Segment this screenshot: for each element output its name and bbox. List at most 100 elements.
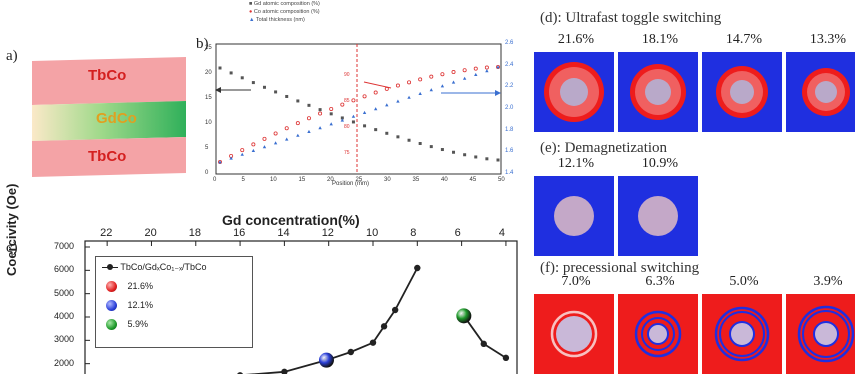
panel-c-x-tick-label: 22 [100, 227, 113, 239]
panel-c-data-point [480, 340, 487, 348]
gd-composition-point [452, 150, 456, 154]
panel-b-x-tick: 35 [412, 177, 420, 183]
panel-e-title: (e): Demagnetization [540, 140, 668, 156]
thickness-point [340, 118, 345, 122]
center-spot [815, 81, 837, 103]
panel-b-x-tick: 45 [469, 177, 477, 183]
panel-b-y-tick-left: 10 [205, 120, 212, 126]
thickness-point [451, 80, 456, 84]
gd-composition-point [262, 85, 266, 89]
panel-b-y-tick-mid: 80 [344, 124, 350, 130]
domain-image-tile [618, 176, 698, 256]
panel-c-legend-item: 5.9% [106, 319, 148, 331]
layer-stack [32, 57, 186, 177]
domain-image-tile [618, 294, 698, 374]
gd-composition-point [474, 155, 478, 159]
precession-ring [714, 306, 770, 362]
panel-c-x-tick-label: 4 [498, 227, 506, 239]
tile-concentration-label: 18.1% [641, 32, 679, 47]
co-composition-point [407, 80, 412, 85]
gd-composition-point [318, 108, 322, 112]
thickness-point [240, 152, 244, 156]
panel-c-legend-item: 12.1% [106, 300, 153, 312]
blue-ball-icon [106, 300, 117, 312]
panel-b-left-arrowhead [215, 87, 221, 93]
panel-c-x-tick-label: 10 [366, 227, 379, 239]
panel-c-data-point [502, 354, 510, 362]
panel-b-y-tick-left: 5 [205, 145, 209, 151]
panel-b-right-arrowhead [495, 90, 501, 96]
panel-c-x-tick-label: 16 [233, 227, 246, 239]
panel-a-letter: a) [6, 48, 18, 64]
panel-b-y-tick-mid: 75 [344, 150, 350, 156]
panel-b-y-tick-right: 2.4 [505, 61, 514, 68]
co-composition-point [240, 148, 245, 153]
panel-b-legend-item: ▲ Total thickness (nm) [249, 17, 305, 23]
panel-c-y-tick-label: 5000 [54, 287, 75, 298]
center-spot [560, 78, 588, 106]
panel-c-y-tick-label: 3000 [54, 334, 75, 345]
thickness-point [385, 103, 389, 107]
red-ball-icon [106, 281, 117, 293]
thickness-point [229, 156, 233, 160]
demagnetized-spot [638, 196, 678, 236]
panel-c-highlight-ball [318, 352, 334, 368]
panel-b-y-tick-right: 2.6 [505, 40, 514, 46]
thickness-point [485, 69, 489, 73]
panel-b-x-tick: 50 [498, 177, 505, 183]
domain-image-tile [786, 52, 855, 132]
domain-image-tile [618, 52, 698, 132]
green-ball-icon [106, 319, 117, 331]
precession-ring [641, 317, 675, 351]
panel-b-legend: ■ Gd atomic composition (%) ● Co atomic … [249, 0, 320, 24]
thickness-point [296, 133, 300, 137]
gd-composition-point [218, 66, 222, 70]
co-composition-point [251, 142, 256, 147]
panel-b-y-tick-left: 15 [205, 95, 212, 101]
panel-c-legend-item: 21.6% [106, 281, 153, 293]
co-composition-point [295, 121, 300, 126]
gd-composition-point [429, 145, 433, 149]
gd-composition-point [440, 148, 444, 152]
gd-composition-point [374, 128, 378, 132]
thickness-point [262, 145, 267, 149]
tile-concentration-label: 13.3% [809, 32, 847, 47]
center-spot [730, 80, 754, 104]
domain-image-tile [702, 52, 782, 132]
panel-c-x-tick-label: 6 [454, 227, 461, 239]
thickness-point [318, 126, 322, 130]
gd-composition-point [396, 135, 400, 139]
panel-b-y-tick-mid: 90 [344, 72, 350, 78]
co-composition-point [318, 111, 323, 116]
panel-b-legend-item: ■ Gd atomic composition (%) [249, 1, 320, 7]
panel-b-legend-item: ● Co atomic composition (%) [249, 9, 320, 15]
panel-b-y-tick-right: 1.4 [505, 170, 514, 176]
gd-composition-point [329, 112, 333, 116]
co-composition-point [329, 106, 334, 111]
gd-composition-point [296, 99, 300, 103]
panel-c-x-tick-label: 18 [188, 227, 202, 239]
domain-image-tile [534, 176, 614, 256]
panel-b-y-tick-left: 25 [205, 45, 212, 51]
gd-composition-point [251, 81, 255, 85]
gd-composition-point [351, 120, 355, 124]
gd-composition-point [340, 116, 344, 120]
panel-c-data-point [369, 339, 377, 346]
thickness-point [362, 110, 367, 114]
precession-ring [550, 310, 598, 358]
tbco-bottom-layer [32, 137, 186, 177]
precession-ring [802, 310, 850, 358]
co-composition-point [362, 94, 367, 99]
thickness-point [474, 72, 478, 76]
gd-composition-point [407, 138, 411, 142]
panel-c-series-line [463, 315, 507, 359]
panel-b-x-tick: 15 [298, 177, 306, 183]
tile-concentration-label: 3.9% [813, 274, 843, 289]
gd-composition-point [307, 103, 311, 107]
panel-c-x-tick-label: 12 [321, 227, 334, 239]
tbco-top-layer [32, 57, 186, 105]
gd-composition-point [463, 153, 467, 157]
tile-concentration-label: 5.0% [729, 274, 759, 289]
panel-b-x-tick: 5 [241, 177, 245, 183]
